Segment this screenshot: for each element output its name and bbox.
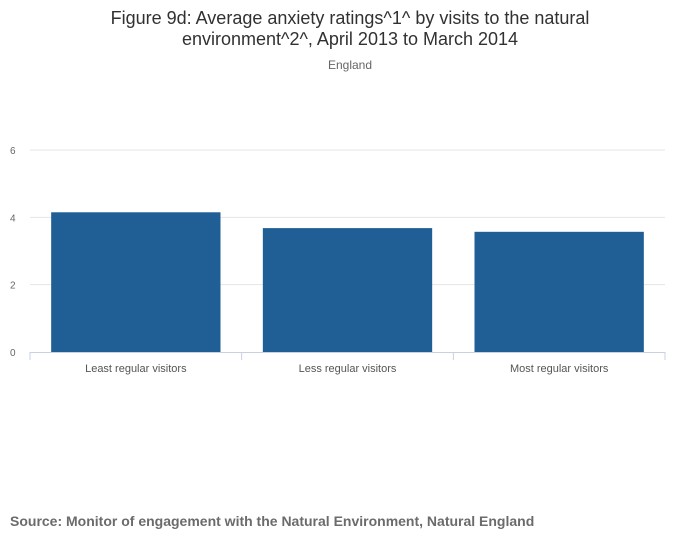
chart-title-line-2: environment^2^, April 2013 to March 2014 bbox=[181, 29, 519, 49]
bar-3 bbox=[474, 231, 644, 352]
x-category-label-2: Less regular visitors bbox=[299, 363, 397, 375]
chart-subtitle: England bbox=[327, 58, 373, 72]
y-tick-label-1: 2 bbox=[10, 281, 16, 292]
y-tick-label-0: 0 bbox=[10, 348, 16, 359]
bar-2 bbox=[262, 228, 433, 352]
y-tick-label-2: 4 bbox=[10, 213, 16, 224]
chart-title-line-1: Figure 9d: Average anxiety ratings^1^ by… bbox=[110, 8, 590, 28]
x-category-label-1: Least regular visitors bbox=[85, 363, 187, 375]
x-category-label-3: Most regular visitors bbox=[510, 363, 609, 375]
chart-title: Figure 9d: Average anxiety ratings^1^ by… bbox=[0, 8, 700, 50]
source-note: Source: Monitor of engagement with the N… bbox=[10, 513, 535, 529]
bar-1 bbox=[51, 212, 221, 352]
y-tick-label-3: 6 bbox=[10, 146, 16, 157]
